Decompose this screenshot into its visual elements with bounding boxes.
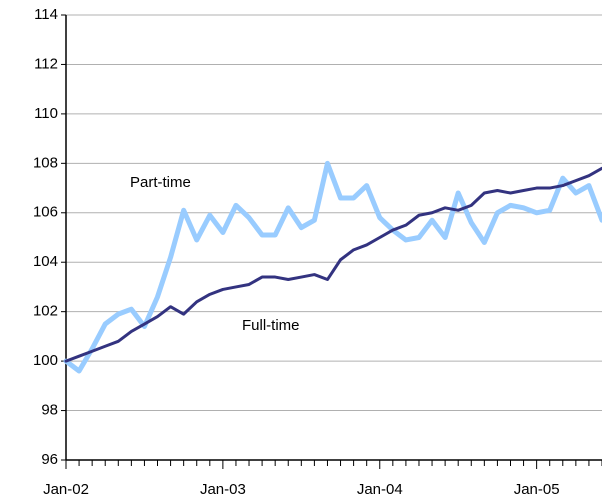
series-annotation: Full-time [242,317,300,334]
series-line [64,166,602,363]
x-tick-label: Jan-02 [43,481,89,498]
x-tick-label: Jan-04 [357,481,403,498]
y-tick-label: 110 [34,105,58,122]
y-tick-label: 108 [33,154,58,171]
y-tick-label: 104 [33,253,58,270]
y-tick-label: 112 [34,55,58,72]
x-tick-label: Jan-05 [514,481,560,498]
y-tick-label: 98 [41,402,58,419]
x-tick-label: Jan-03 [200,481,246,498]
y-tick-label: 102 [33,303,58,320]
series-line [63,160,602,374]
y-tick-label: 114 [34,6,58,23]
series-annotation: Part-time [130,174,191,191]
y-tick-label: 106 [33,204,58,221]
y-tick-label: 100 [33,352,58,369]
y-tick-label: 96 [41,451,58,468]
